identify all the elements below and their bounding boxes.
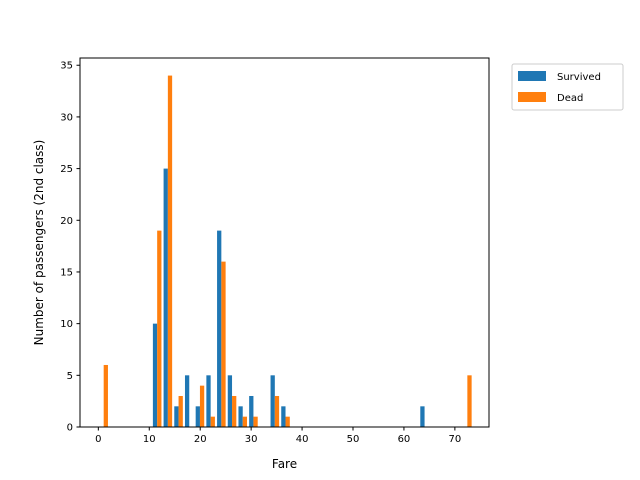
y-tick-label: 30 (60, 112, 73, 123)
x-tick-label: 60 (398, 434, 411, 445)
bar-dead-bin-12 (232, 395, 237, 427)
plot-area-frame (79, 57, 490, 428)
y-tick-label: 0 (67, 423, 73, 434)
bar-survived-bin-7 (174, 406, 179, 427)
legend-label-survived: Survived (557, 72, 601, 83)
x-tick-label: 30 (245, 434, 258, 445)
bar-dead-bin-17 (285, 416, 290, 427)
x-tick-label: 10 (143, 434, 156, 445)
bar-dead-bin-34 (467, 375, 472, 427)
bar-dead-bin-0 (103, 364, 108, 427)
x-tick-label: 50 (347, 434, 360, 445)
bar-dead-bin-5 (157, 230, 162, 427)
x-axis-title: Fare (272, 457, 297, 471)
y-tick-label: 20 (60, 216, 73, 227)
bar-survived-bin-11 (217, 230, 222, 427)
legend-swatch-dead (518, 92, 546, 102)
x-tick-label: 20 (194, 434, 207, 445)
bar-survived-bin-5 (152, 323, 158, 427)
bar-dead-bin-9 (199, 385, 205, 427)
bar-dead-bin-7 (178, 395, 183, 427)
bar-dead-bin-16 (274, 395, 280, 427)
bar-survived-bin-12 (227, 375, 233, 427)
y-axis: 0 5 10 15 20 25 30 35 (60, 61, 80, 434)
y-tick-label: 15 (60, 267, 73, 278)
bars-layer (103, 75, 472, 428)
bar-survived-bin-9 (195, 406, 200, 427)
bar-dead-bin-11 (221, 261, 226, 427)
bar-survived-bin-30 (420, 406, 425, 427)
y-tick-label: 35 (60, 61, 73, 72)
bar-survived-bin-10 (206, 375, 211, 427)
bar-survived-bin-16 (270, 375, 275, 427)
x-tick-label: 70 (449, 434, 462, 445)
bar-dead-bin-14 (253, 416, 258, 427)
bar-survived-bin-6 (163, 168, 168, 428)
y-tick-label: 10 (60, 319, 73, 330)
x-tick-label: 40 (296, 434, 309, 445)
bar-dead-bin-13 (242, 416, 248, 427)
bar-survived-bin-17 (281, 406, 286, 427)
bar-survived-bin-13 (238, 406, 243, 427)
y-tick-label: 5 (67, 371, 73, 382)
x-axis: 0 10 20 30 40 50 60 70 (95, 427, 461, 445)
legend: Survived Dead (511, 63, 624, 111)
bar-dead-bin-10 (210, 416, 215, 427)
bar-dead-bin-6 (167, 75, 173, 428)
legend-swatch-survived (518, 71, 546, 81)
bar-survived-bin-8 (184, 375, 190, 427)
legend-label-dead: Dead (557, 93, 583, 104)
y-axis-title: Number of passengers (2nd class) (32, 140, 46, 346)
x-tick-label: 0 (95, 434, 101, 445)
y-tick-label: 25 (60, 164, 73, 175)
bar-survived-bin-14 (249, 395, 254, 427)
